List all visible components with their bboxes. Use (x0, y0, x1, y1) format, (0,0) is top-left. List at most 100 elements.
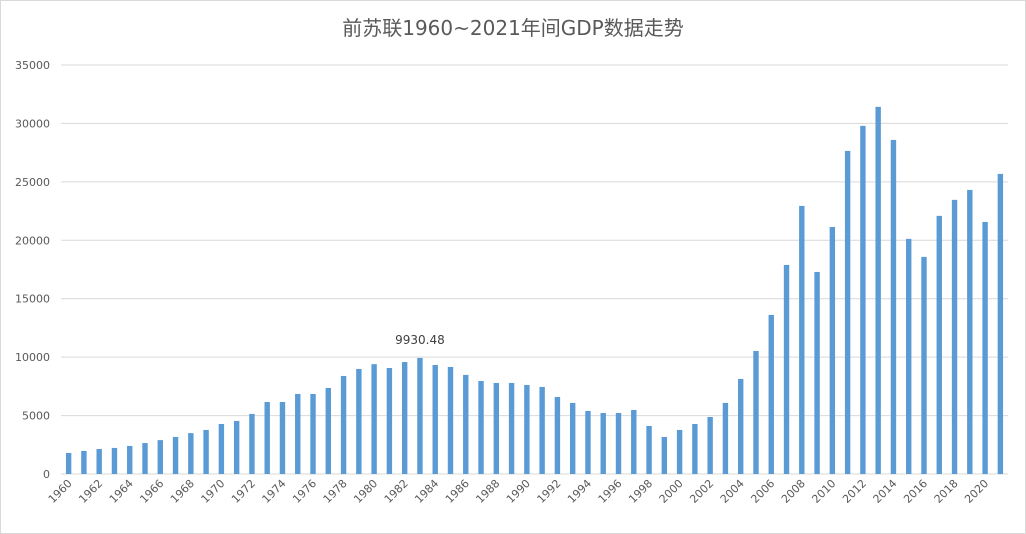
bar-1979 (356, 368, 362, 474)
x-tick-label: 2010 (809, 477, 838, 506)
bar-2009 (814, 271, 820, 474)
y-tick-label: 15000 (15, 293, 50, 306)
x-tick-label: 2014 (871, 477, 900, 506)
x-tick-label: 1980 (351, 477, 380, 506)
bar-1990 (524, 384, 530, 474)
bar-1978 (340, 375, 347, 474)
bar-2004 (738, 378, 744, 474)
bar-2015 (906, 238, 912, 474)
bar-1972 (249, 413, 255, 474)
x-tick-label: 1972 (229, 477, 258, 506)
bar-1968 (188, 433, 194, 474)
x-tick-label: 1970 (199, 477, 228, 506)
x-tick-label: 1984 (412, 477, 441, 506)
bar-1988 (493, 382, 500, 474)
y-tick-label: 30000 (15, 117, 50, 130)
x-tick-label: 2000 (657, 477, 686, 506)
x-tick-label: 2006 (748, 477, 777, 506)
x-tick-label: 1988 (473, 477, 502, 506)
x-tick-label: 1962 (76, 477, 105, 506)
bar-1991 (539, 386, 545, 474)
bar-1995 (600, 413, 606, 474)
x-tick-label: 1990 (504, 477, 533, 506)
bar-2008 (799, 205, 805, 474)
x-tick-label: 1982 (382, 477, 411, 506)
bar-1999 (661, 436, 668, 474)
bar-2002 (707, 416, 713, 474)
bar-2013 (875, 106, 881, 475)
bar-2019 (967, 189, 973, 474)
bar-2010 (829, 226, 836, 474)
bar-1975 (295, 393, 301, 474)
bar-1980 (371, 364, 377, 474)
bar-1967 (172, 436, 179, 474)
x-tick-label: 1978 (321, 477, 350, 506)
x-tick-label: 1998 (626, 477, 655, 506)
bar-1962 (96, 448, 102, 474)
bar-1989 (508, 382, 515, 474)
bar-2012 (860, 125, 866, 474)
bar-1992 (554, 396, 561, 474)
x-tick-label: 1960 (46, 477, 75, 506)
x-tick-label: 1996 (596, 477, 625, 506)
bar-2021 (997, 173, 1004, 474)
y-tick-label: 10000 (15, 351, 50, 364)
bar-1964 (127, 445, 133, 474)
bar-1966 (157, 440, 163, 474)
x-tick-label: 2002 (687, 477, 716, 506)
chart-title: 前苏联1960~2021年间GDP数据走势 (342, 16, 684, 40)
y-tick-label: 0 (43, 468, 50, 481)
bar-1976 (310, 393, 316, 474)
bar-1998 (646, 425, 652, 474)
bar-1974 (279, 402, 286, 474)
bar-1983 (417, 357, 423, 474)
y-tick-label: 25000 (15, 176, 50, 189)
x-tick-label: 1992 (535, 477, 564, 506)
x-tick-label: 1968 (168, 477, 197, 506)
x-tick-label: 1994 (565, 477, 594, 506)
bar-2001 (692, 423, 698, 474)
bar-1984 (432, 364, 438, 474)
bar-1986 (463, 374, 469, 474)
x-tick-label: 2012 (840, 477, 869, 506)
x-tick-label: 2020 (962, 477, 991, 506)
bar-2020 (982, 221, 988, 474)
bar-1963 (111, 447, 118, 474)
y-tick-label: 5000 (22, 410, 50, 423)
bar-2003 (722, 402, 729, 474)
bar-1981 (386, 368, 393, 474)
bar-1969 (203, 429, 209, 474)
data-label: 9930.48 (395, 333, 445, 347)
x-tick-label: 2016 (901, 477, 930, 506)
bar-1961 (81, 450, 87, 474)
bar-2017 (936, 215, 942, 475)
bar-1993 (569, 402, 576, 474)
y-tick-label: 35000 (15, 59, 50, 72)
x-tick-label: 1974 (260, 477, 289, 506)
bar-2006 (768, 314, 774, 474)
bar-1970 (218, 423, 225, 474)
bar-1996 (615, 413, 622, 474)
y-tick-label: 20000 (15, 234, 50, 247)
x-tick-label: 1966 (137, 477, 166, 506)
x-tick-label: 1964 (107, 477, 136, 506)
bar-2007 (783, 264, 790, 474)
bar-2005 (753, 350, 759, 474)
bar-2018 (951, 199, 958, 474)
x-tick-label: 2004 (718, 477, 747, 506)
x-tick-label: 2018 (932, 477, 961, 506)
bar-1987 (478, 380, 484, 474)
bar-2000 (676, 429, 683, 474)
x-tick-label: 2008 (779, 477, 808, 506)
bar-2014 (890, 139, 897, 474)
bar-1997 (631, 409, 637, 474)
bar-1977 (325, 387, 331, 474)
bar-1994 (585, 411, 591, 474)
bar-1971 (233, 420, 240, 474)
x-tick-label: 1986 (443, 477, 472, 506)
bar-2011 (844, 150, 851, 474)
bar-1982 (401, 362, 408, 474)
x-tick-label: 1976 (290, 477, 319, 506)
bar-1985 (447, 366, 454, 474)
